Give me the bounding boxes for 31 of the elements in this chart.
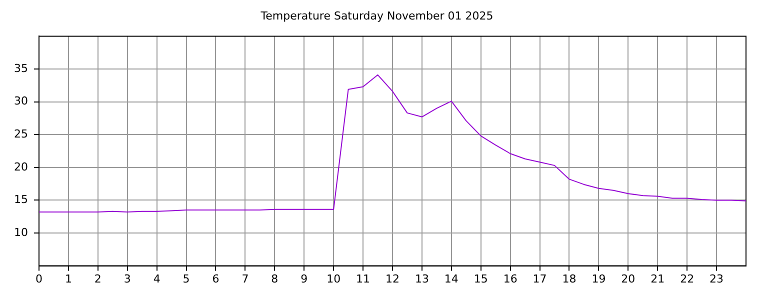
x-tick-label: 19 (592, 272, 606, 286)
x-tick-label: 1 (64, 272, 72, 286)
y-tick-label: 10 (14, 226, 28, 239)
x-tick-label: 4 (153, 272, 160, 286)
x-tick-label: 18 (562, 272, 576, 286)
x-tick-label: 13 (414, 272, 429, 286)
x-tick-label: 8 (271, 272, 278, 286)
x-tick-label: 16 (503, 272, 518, 286)
x-tick-label: 7 (242, 272, 249, 286)
x-tick-label: 20 (621, 272, 636, 286)
x-tick-label: 6 (212, 272, 220, 286)
x-tick-label: 12 (386, 272, 400, 286)
x-tick-label: 17 (532, 272, 547, 286)
x-tick-label: 22 (680, 272, 694, 286)
x-tick-label: 10 (326, 272, 341, 286)
x-tick-label: 21 (650, 272, 665, 286)
chart-title: Temperature Saturday November 01 2025 (260, 9, 494, 22)
x-tick-label: 2 (94, 272, 102, 286)
y-tick-label: 15 (14, 193, 28, 206)
y-tick-label: 25 (14, 127, 28, 140)
y-tick-label: 30 (14, 94, 28, 108)
x-tick-label: 3 (124, 272, 131, 286)
x-tick-label: 14 (444, 272, 458, 286)
x-tick-label: 15 (474, 272, 488, 286)
x-tick-label: 5 (182, 272, 190, 286)
x-tick-label: 9 (300, 272, 308, 286)
x-tick-label: 11 (356, 272, 370, 286)
y-tick-label: 35 (14, 62, 28, 75)
y-tick-label: 20 (14, 160, 28, 174)
x-tick-label: 0 (35, 272, 42, 286)
x-tick-label: 23 (710, 272, 724, 286)
